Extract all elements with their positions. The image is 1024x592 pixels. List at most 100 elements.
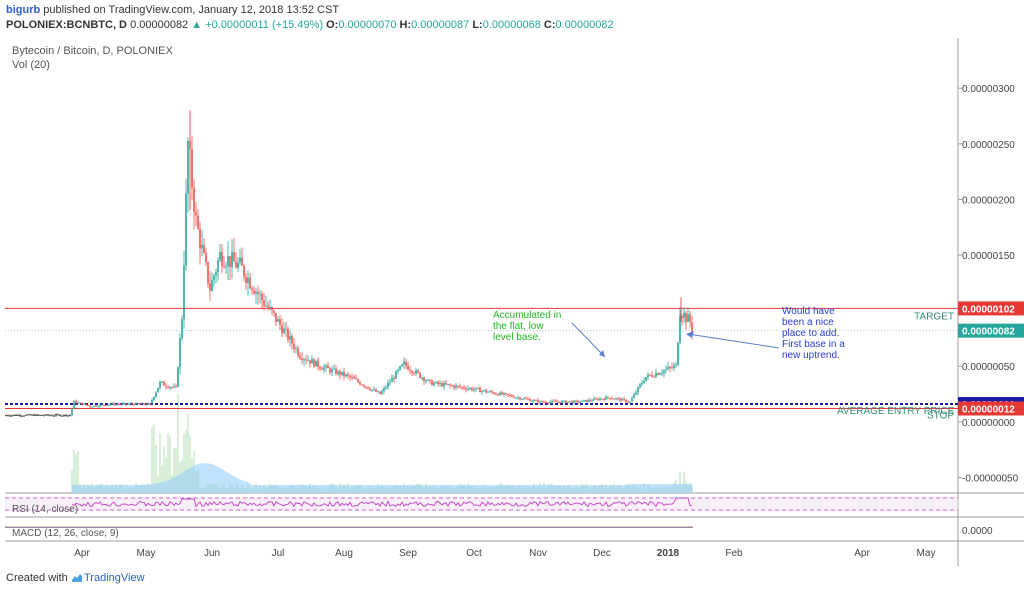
candle-body: [7, 415, 9, 417]
candle-body: [595, 398, 597, 400]
candle-body: [75, 400, 77, 404]
candle-body: [291, 335, 293, 344]
candle-body: [537, 400, 539, 403]
volume-bar: [153, 424, 155, 493]
candle-body: [515, 397, 517, 399]
rsi-line: [71, 497, 693, 508]
candle-body: [55, 414, 57, 416]
candle-body: [415, 370, 417, 374]
candle-body: [17, 415, 19, 417]
volume-bar: [75, 454, 77, 493]
candle-body: [379, 391, 381, 395]
time-axis: Apr May Jun Jul Aug Sep Oct Nov Dec 2018 Feb Apr May: [74, 548, 935, 559]
candle-body: [481, 390, 483, 393]
open-value: 0.00000070: [338, 19, 397, 31]
volume-bar: [73, 449, 75, 493]
candle-body: [267, 305, 269, 308]
note-accumulated-line: level base.: [493, 332, 541, 343]
last-price-tag: [958, 323, 1024, 338]
price-tick-label: -0.00000050: [962, 473, 1019, 484]
last-price: 0.00000082: [130, 19, 189, 31]
candle-body: [365, 386, 367, 388]
candle-body: [443, 382, 445, 387]
candle-body: [485, 390, 487, 393]
target-price-tag-label: 0.00000102: [962, 304, 1015, 315]
candle-body: [47, 414, 49, 416]
candle-body: [373, 389, 375, 391]
candle-body: [131, 403, 133, 405]
candle-body: [499, 392, 501, 396]
time-tick-label: Apr: [74, 548, 90, 559]
candle-body: [187, 140, 189, 194]
tradingview-logo-icon: [72, 574, 82, 582]
candle-body: [83, 403, 85, 405]
note-would-have-line: new uptrend.: [782, 350, 840, 361]
candle-body: [243, 265, 245, 277]
candle-body: [465, 388, 467, 390]
candle-body: [351, 377, 353, 379]
candle-body: [321, 368, 323, 370]
candle-body: [435, 381, 437, 384]
candle-body: [19, 415, 21, 417]
candle-body: [207, 262, 209, 284]
candle-body: [27, 414, 29, 416]
candle-body: [429, 379, 431, 381]
candle-body: [349, 375, 351, 378]
candle-body: [609, 397, 611, 399]
candle-body: [431, 380, 433, 386]
candle-body: [191, 148, 193, 188]
candle-body: [275, 312, 277, 322]
publish-line: bigurb published on TradingView.com, Jan…: [6, 4, 339, 16]
candle-body: [623, 398, 625, 400]
candle-body: [689, 314, 691, 323]
candle-body: [525, 398, 527, 400]
candle-body: [199, 228, 201, 249]
candle-body: [617, 398, 619, 400]
candle-body: [87, 405, 89, 407]
rsi-pane: [5, 497, 958, 511]
candle-body: [149, 403, 151, 405]
candle-body: [505, 393, 507, 395]
candle-body: [33, 414, 35, 416]
candle-body: [655, 373, 657, 377]
note-would-have-arrow: [687, 333, 780, 349]
candle-body: [581, 400, 583, 402]
candle-body: [345, 374, 347, 377]
chart-area[interactable]: 0.00000300 0.00000250 0.00000200 0.00000150…: [0, 38, 1024, 566]
candle-body: [325, 365, 327, 368]
candle-body: [293, 343, 295, 350]
note-accumulated-line: Accumulated in: [493, 310, 561, 321]
note-accumulated-line: the flat, low: [493, 321, 544, 332]
author-link[interactable]: bigurb: [6, 4, 41, 16]
volume-bar: [159, 434, 161, 493]
candle-body: [589, 399, 591, 401]
candle-body: [681, 316, 683, 318]
note-would-have-line: been a nice: [782, 317, 834, 328]
candle-body: [225, 266, 227, 268]
candle-body: [21, 415, 23, 417]
candle-body: [211, 279, 213, 291]
candle-body: [147, 403, 149, 405]
high-label: H:: [399, 19, 412, 31]
candle-body: [665, 369, 667, 371]
candle-body: [487, 391, 489, 393]
candle-body: [463, 387, 465, 389]
candle-body: [37, 414, 39, 416]
candle-body: [635, 392, 637, 395]
candle-body: [639, 384, 641, 388]
candle-body: [529, 399, 531, 402]
price-tick-label: 0.00000050: [962, 362, 1015, 373]
volume-bar: [175, 447, 177, 493]
tradingview-link[interactable]: TradingView: [84, 572, 145, 584]
candle-body: [215, 271, 217, 276]
candle-body: [611, 398, 613, 400]
candle-body: [229, 256, 231, 268]
candle-body: [255, 291, 257, 294]
price-chart[interactable]: 0.00000300 0.00000250 0.00000200 0.00000150…: [0, 38, 1024, 566]
note-would-have-line: place to add.: [782, 328, 839, 339]
footer: Created with TradingView: [0, 566, 1024, 592]
candle-body: [91, 406, 93, 408]
candles: [5, 110, 693, 418]
candle-body: [177, 367, 179, 387]
candle-body: [289, 335, 291, 340]
